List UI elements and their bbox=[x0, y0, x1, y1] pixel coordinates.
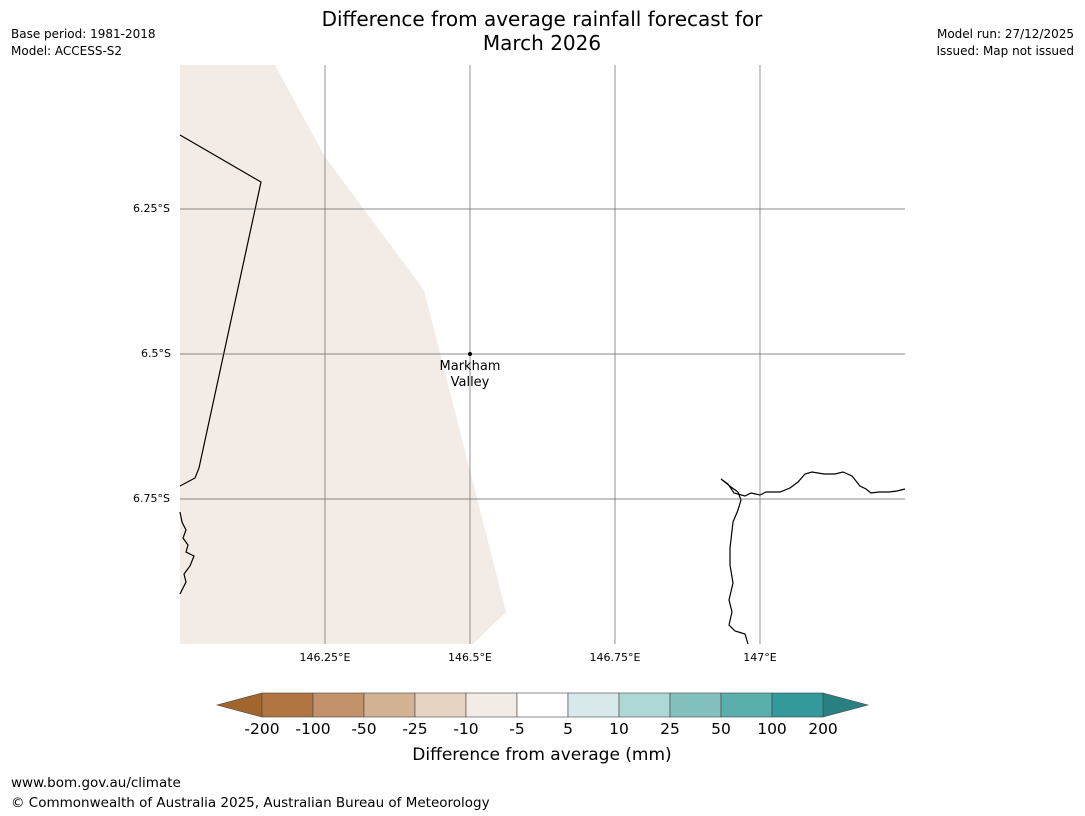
colorbar-tick: -200 bbox=[244, 720, 280, 738]
lon-label: 146.75°E bbox=[589, 651, 641, 664]
grid-lines bbox=[180, 65, 905, 644]
shaded-region bbox=[180, 65, 506, 644]
coastline-southwest bbox=[179, 511, 195, 595]
lon-label: 146.25°E bbox=[299, 651, 351, 664]
colorbar-tick: -100 bbox=[295, 720, 331, 738]
colorbar-title: Difference from average (mm) bbox=[412, 745, 672, 765]
colorbar bbox=[261, 692, 824, 718]
colorbar-cell bbox=[465, 692, 518, 718]
colorbar-cell bbox=[669, 692, 722, 718]
place-name: Markham Valley bbox=[420, 359, 520, 391]
colorbar-cell bbox=[720, 692, 773, 718]
colorbar-low-extend bbox=[215, 692, 263, 718]
place-name-line1: Markham bbox=[439, 359, 501, 374]
lon-label: 147°E bbox=[743, 651, 777, 664]
colorbar-tick: -50 bbox=[351, 720, 377, 738]
colorbar-cell bbox=[312, 692, 365, 718]
lon-label: 146.5°E bbox=[448, 651, 492, 664]
base-period-label: Base period: 1981-2018 bbox=[11, 27, 156, 41]
coastline-east bbox=[720, 471, 906, 645]
colorbar-cell bbox=[363, 692, 416, 718]
colorbar-cell bbox=[567, 692, 620, 718]
colorbar-cell bbox=[414, 692, 467, 718]
footer-copyright: © Commonwealth of Australia 2025, Austra… bbox=[11, 795, 490, 811]
colorbar-cell bbox=[771, 692, 824, 718]
colorbar-cell bbox=[261, 692, 314, 718]
map-title-month: March 2026 bbox=[482, 31, 602, 55]
map-title: Difference from average rainfall forecas… bbox=[321, 7, 763, 31]
coastline-west bbox=[179, 134, 262, 487]
colorbar-tick: 200 bbox=[808, 720, 838, 738]
colorbar-tick: 5 bbox=[563, 720, 573, 738]
issued-label: Issued: Map not issued bbox=[936, 44, 1074, 58]
colorbar-tick: 25 bbox=[660, 720, 680, 738]
colorbar-tick: -5 bbox=[509, 720, 525, 738]
colorbar-high-extend bbox=[822, 692, 870, 718]
place-marker bbox=[468, 352, 472, 356]
colorbar-tick: 50 bbox=[711, 720, 731, 738]
colorbar-tick: -25 bbox=[402, 720, 428, 738]
model-label: Model: ACCESS-S2 bbox=[11, 44, 123, 58]
model-run-label: Model run: 27/12/2025 bbox=[936, 27, 1074, 41]
colorbar-tick: 10 bbox=[609, 720, 629, 738]
colorbar-cell bbox=[618, 692, 671, 718]
colorbar-tick: 100 bbox=[757, 720, 787, 738]
lat-label: 6.75°S bbox=[133, 492, 170, 505]
lat-label: 6.25°S bbox=[133, 202, 170, 215]
colorbar-cell bbox=[516, 692, 569, 718]
colorbar-tick: -10 bbox=[453, 720, 479, 738]
footer-url[interactable]: www.bom.gov.au/climate bbox=[11, 775, 181, 791]
place-name-line2: Valley bbox=[450, 375, 490, 390]
lat-label: 6.5°S bbox=[141, 347, 171, 360]
